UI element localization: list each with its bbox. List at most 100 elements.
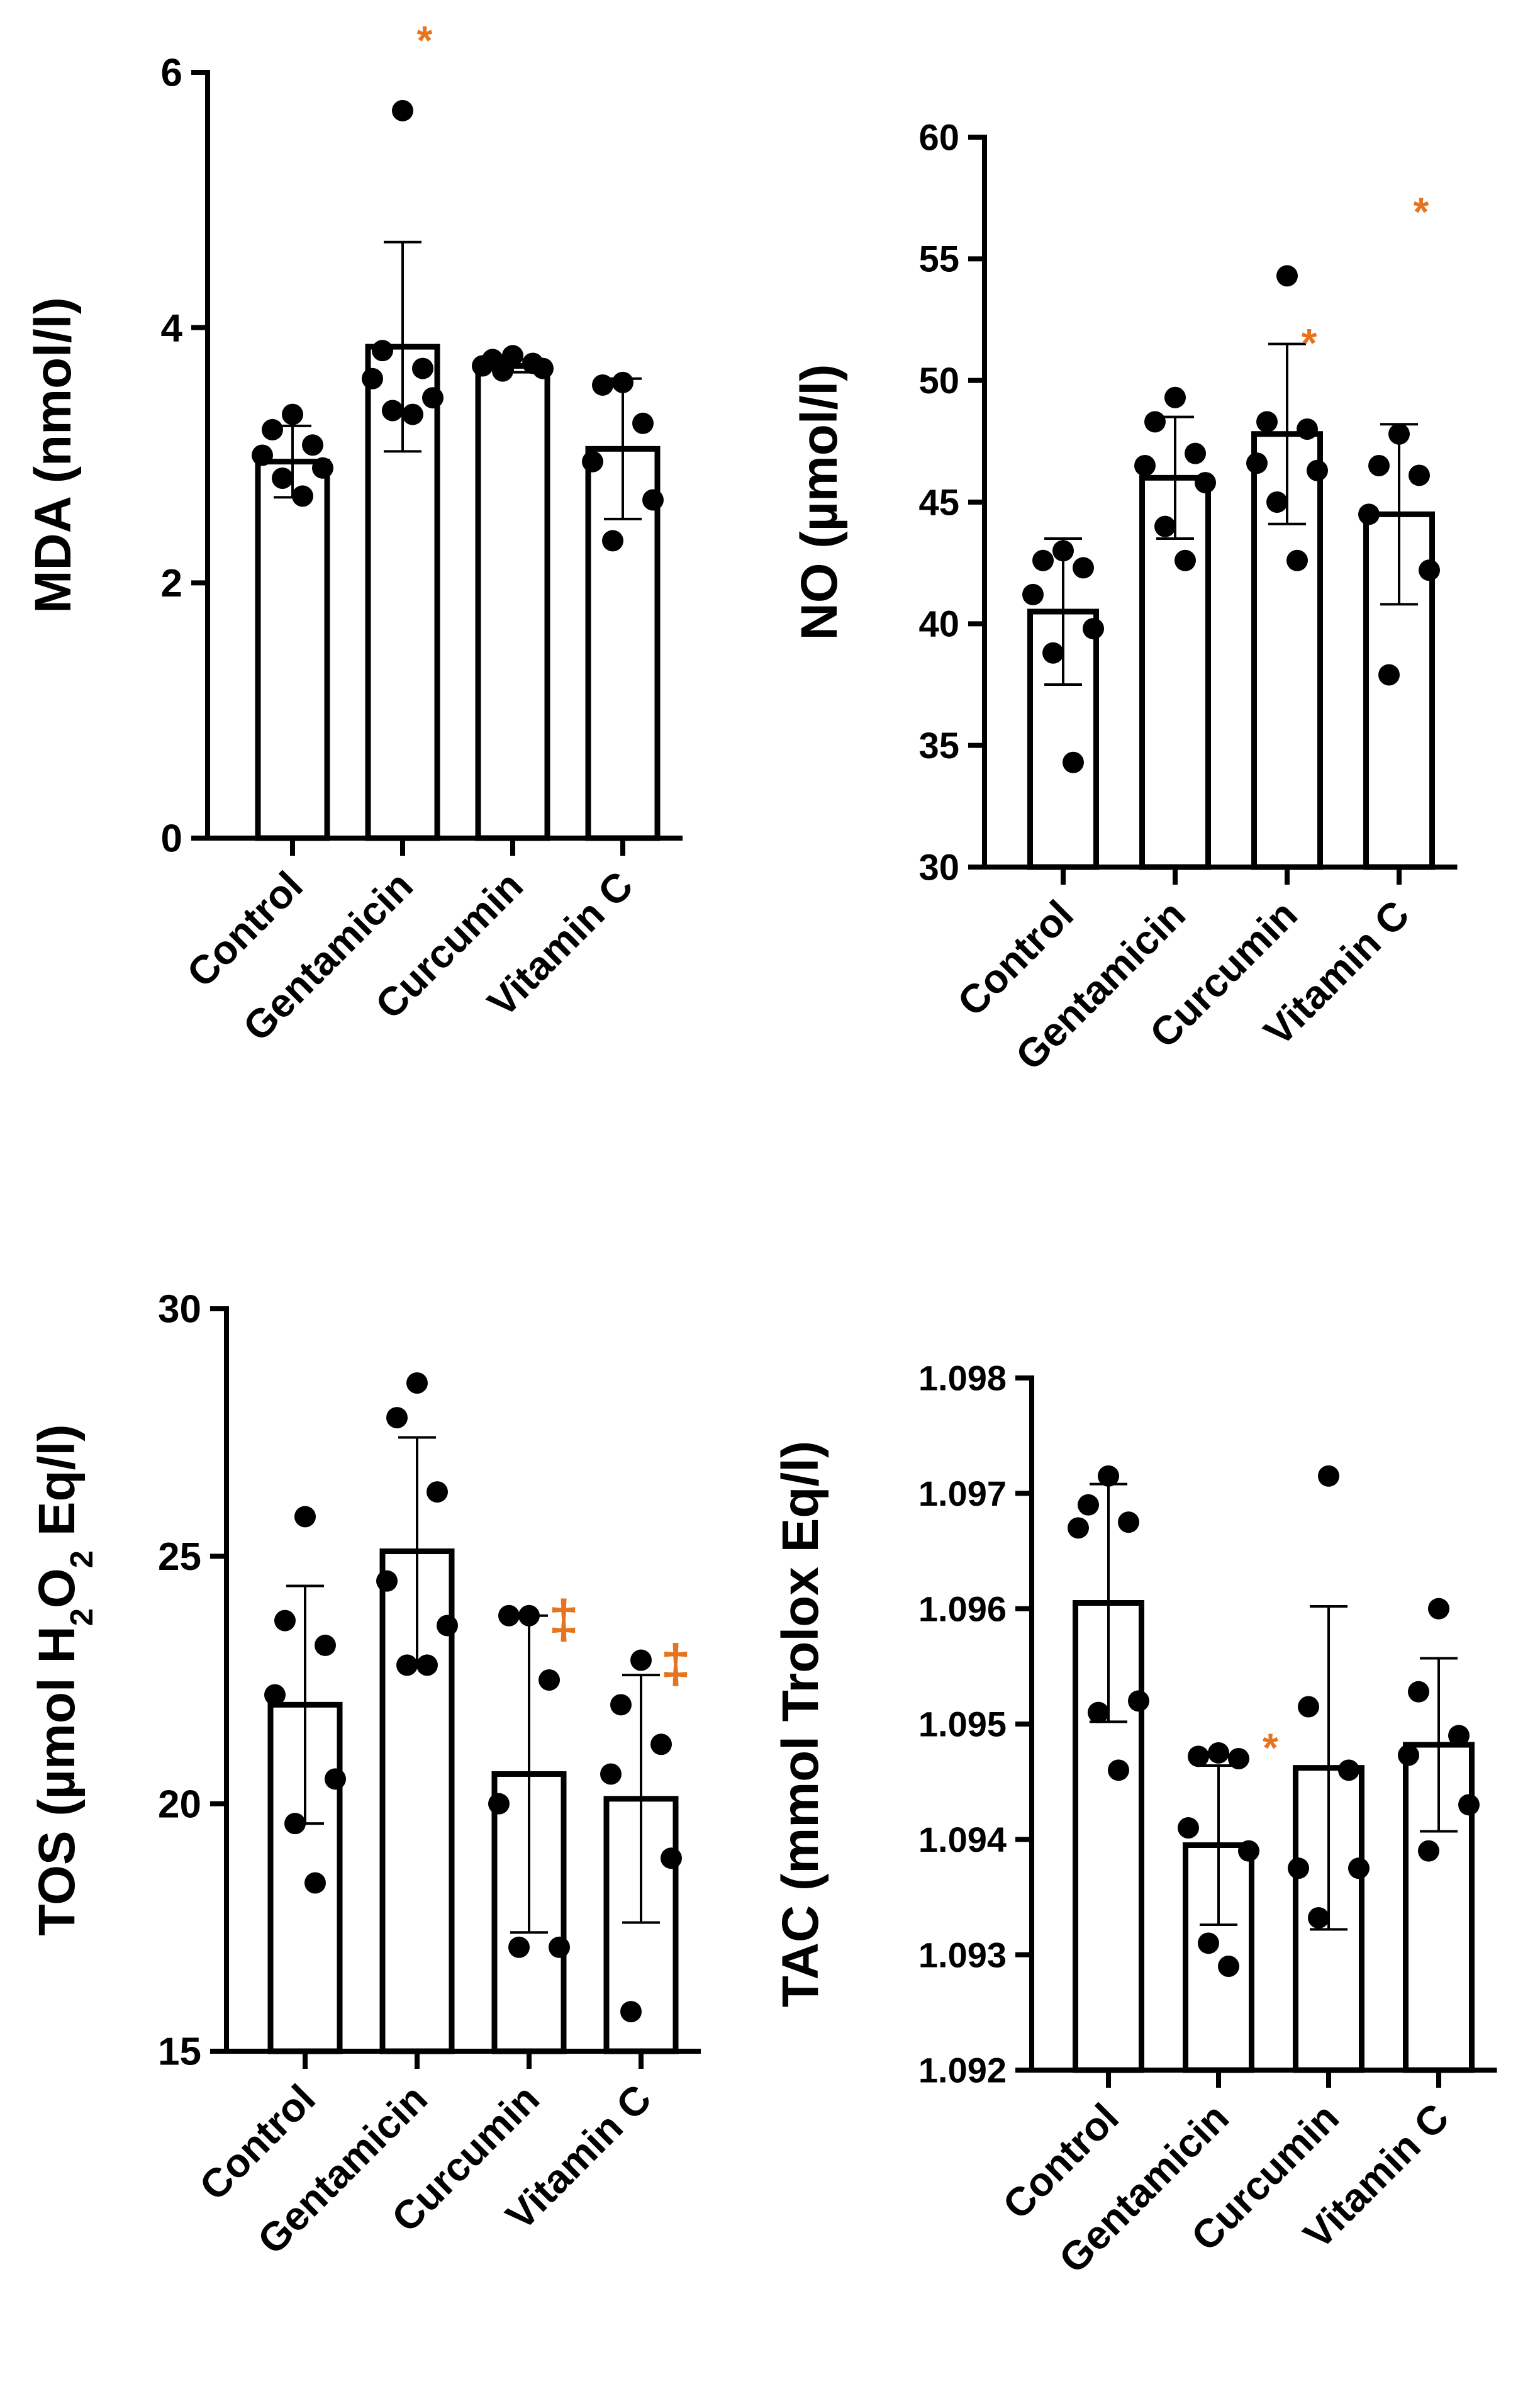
data-point [294,1506,316,1528]
data-point [582,451,603,473]
data-point [602,530,623,552]
data-point [1307,459,1328,481]
data-point [1078,1494,1099,1516]
data-point [1175,549,1196,571]
y-tick-label: 1.094 [918,1820,1007,1859]
data-point [392,99,413,121]
y-tick-label: 35 [918,725,959,766]
y-tick-label: 2 [161,562,182,605]
data-point [630,1649,652,1671]
data-point [372,340,393,362]
data-point [1022,583,1044,605]
data-point [272,468,293,490]
y-axis-label-part: TOS (µmol H [28,1626,86,1935]
data-point [1308,1907,1329,1929]
y-tick-label: 40 [918,604,959,645]
significance-marker: * [1263,1725,1278,1771]
data-point [1418,1840,1439,1862]
y-tick-label: 25 [158,1535,201,1579]
data-point [1178,1817,1199,1839]
data-point [1042,642,1064,664]
y-tick-label: 1.097 [918,1474,1007,1513]
data-point [264,1684,286,1706]
data-point [1083,618,1104,640]
data-point [1088,1701,1109,1723]
y-axis-label-part: Eq/l) [28,1425,86,1550]
data-point [1238,1840,1259,1862]
data-point [1228,1748,1249,1769]
data-point [518,1604,540,1627]
data-point [282,403,303,425]
data-point [252,444,273,466]
bar [255,459,330,841]
data-point [1348,1857,1370,1879]
data-point [1368,455,1390,476]
data-point [1419,559,1440,581]
data-point [1288,1857,1309,1879]
data-point [612,371,633,393]
data-point [549,1936,570,1958]
data-point [386,1407,408,1429]
y-axis-label: MDA (nmol/l) [25,297,82,613]
y-tick-label: 1.098 [918,1358,1007,1398]
y-tick-label: 30 [158,1288,201,1331]
significance-marker: ‡ [549,1589,579,1650]
data-point [1063,751,1084,773]
y-tick-label: 55 [918,239,959,280]
y-axis-label-subscript: 2 [64,1550,99,1568]
data-point [284,1813,306,1835]
significance-marker: * [1414,189,1429,234]
data-point [498,1604,520,1627]
data-point [508,1936,530,1958]
data-point [1408,1681,1429,1703]
data-point [1388,423,1410,445]
data-point [1032,549,1054,571]
data-point [1218,1956,1239,1977]
data-point [1154,515,1176,537]
data-point [412,357,433,379]
y-tick-label: 20 [158,1783,201,1826]
data-point [532,357,554,379]
y-tick-label: 60 [918,117,959,158]
data-point [1318,1465,1339,1487]
significance-marker: * [1302,320,1317,366]
data-point [1297,418,1318,440]
data-point [1073,557,1094,579]
data-point [1185,442,1206,464]
data-point [262,418,283,440]
data-point [661,1847,682,1869]
y-axis-label: TOS (µmol H2O2 Eq/l) [28,1425,99,1936]
y-tick-label: 45 [918,482,959,523]
data-point [1068,1517,1089,1539]
data-point [274,1610,296,1632]
data-point [1338,1759,1359,1781]
data-point [1286,549,1308,571]
y-axis-label-part: O [28,1568,86,1608]
bar [475,363,550,841]
data-point [1298,1696,1319,1718]
data-point [538,1669,560,1691]
y-tick-label: 1.095 [918,1705,1007,1744]
data-point [1246,452,1268,474]
data-point [1052,540,1074,562]
data-point [650,1733,672,1755]
data-point [406,1372,428,1394]
data-point [1458,1794,1480,1816]
data-point [304,1872,326,1894]
y-tick-label: 50 [918,361,959,401]
data-point [1448,1725,1470,1747]
data-point [1195,472,1216,494]
data-point [620,2001,642,2023]
data-point [1128,1690,1149,1712]
data-point [302,434,323,456]
data-point [1266,491,1288,513]
data-point [492,360,513,382]
y-axis-label-subscript: 2 [64,1608,99,1626]
data-point [1208,1742,1229,1764]
y-tick-label: 15 [158,2030,201,2074]
data-point [416,1654,438,1676]
data-point [600,1763,622,1785]
y-tick-label: 0 [161,817,182,861]
data-point [1256,411,1278,433]
